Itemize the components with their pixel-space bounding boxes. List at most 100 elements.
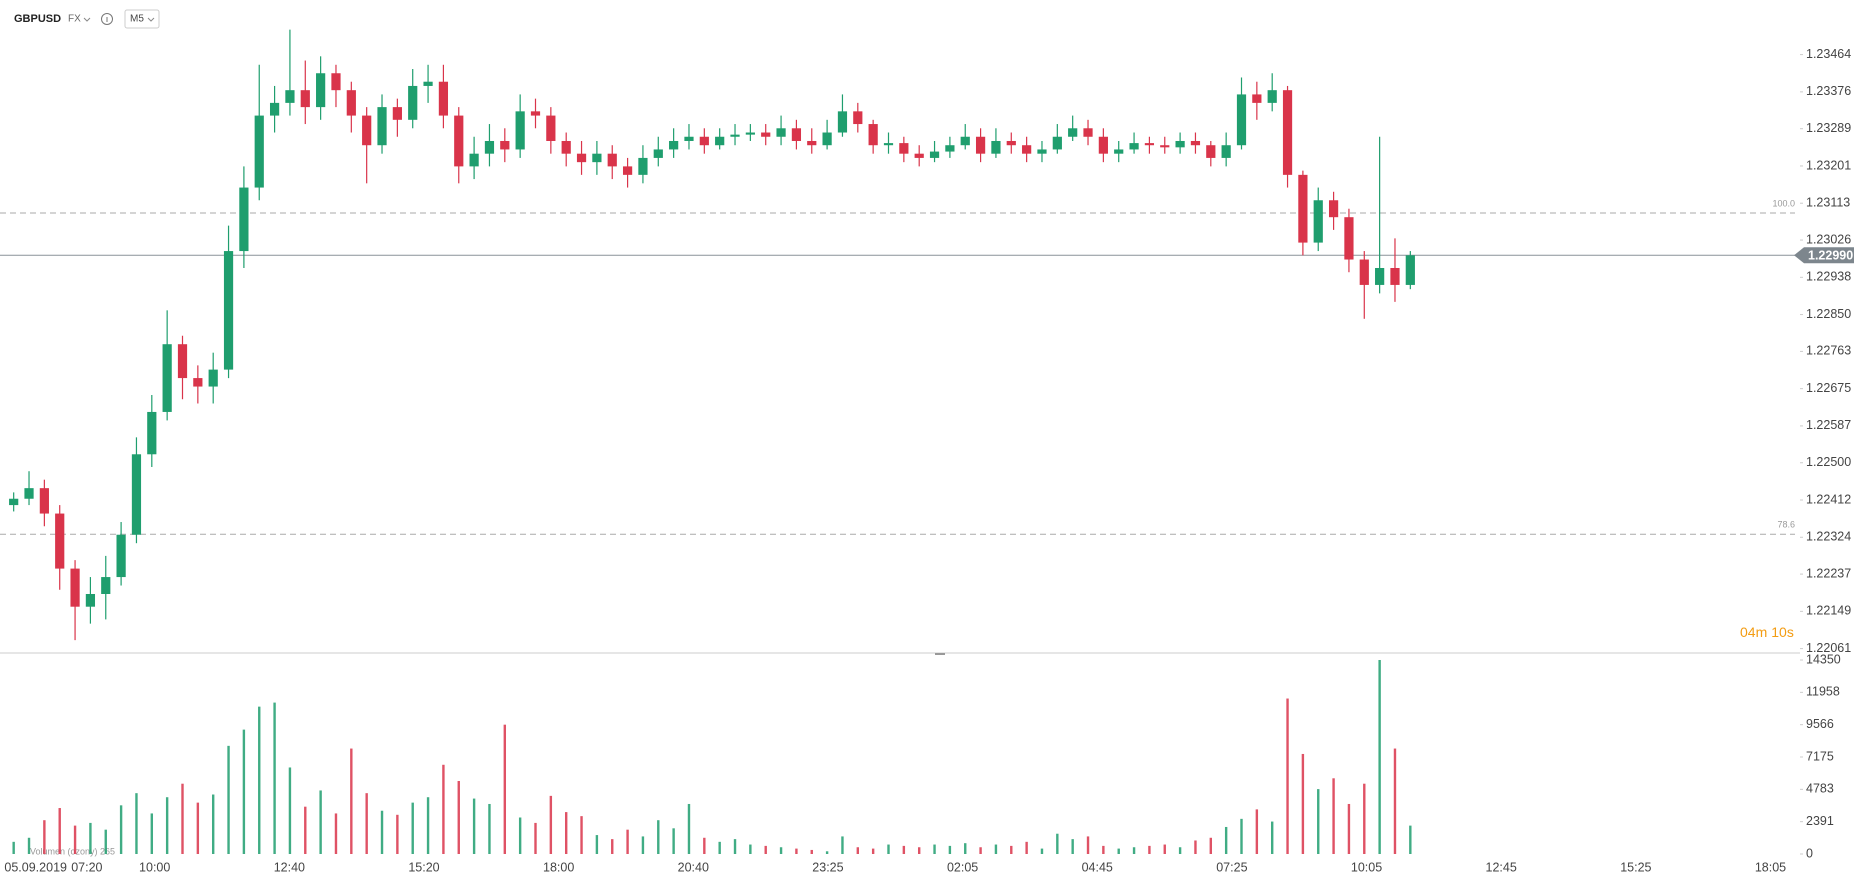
candle-body <box>684 136 694 141</box>
candle-body <box>454 115 464 167</box>
y-tick-label: 1.22237 <box>1806 566 1851 580</box>
volume-bar <box>964 843 967 854</box>
dropdown-caret <box>83 17 91 22</box>
market[interactable]: FX <box>68 14 81 25</box>
volume-bar <box>1209 837 1213 854</box>
volume-bar <box>503 724 507 854</box>
volume-bar <box>1194 840 1197 854</box>
candle-body <box>546 115 556 141</box>
volume-bar <box>549 795 553 854</box>
candle-body <box>1206 145 1216 158</box>
countdown-minutes: 04 <box>1740 624 1756 640</box>
x-tick-label: 23:25 <box>812 860 843 874</box>
candle-body <box>975 136 986 154</box>
y-tick-label: 1.23113 <box>1806 196 1850 210</box>
countdown-minutes-unit: m <box>1756 624 1768 640</box>
candle-body <box>101 577 111 594</box>
candle-body <box>945 145 955 152</box>
x-tick-label: 05.09.2019 <box>4 860 67 874</box>
volume-bar <box>58 808 61 854</box>
volume-bar <box>242 729 246 854</box>
y-tick-label: 1.22324 <box>1806 530 1851 544</box>
volume-indicator-label[interactable]: Volumen (ozony) 265 <box>30 846 115 856</box>
volume-bar <box>319 790 322 854</box>
timeframe-box[interactable] <box>124 9 160 29</box>
candle-body <box>223 251 234 370</box>
volume-bar <box>135 793 138 854</box>
volume-bar <box>733 839 737 854</box>
volume-bar <box>871 848 875 854</box>
candle-body <box>1022 145 1032 154</box>
volume-tick-label: 14350 <box>1806 652 1841 666</box>
candle-body <box>853 111 863 125</box>
volume-bar <box>380 810 384 854</box>
candle-body <box>9 498 19 506</box>
volume-bar <box>12 841 15 854</box>
y-tick-label: 1.22500 <box>1806 455 1851 469</box>
candle-body <box>1267 90 1277 103</box>
candle-body <box>1375 267 1385 285</box>
candle-body <box>991 140 1001 154</box>
candle-body <box>70 568 80 607</box>
volume-bar <box>1347 803 1351 854</box>
volume-bar <box>304 806 307 854</box>
x-tick-label: 10:05 <box>1351 860 1382 874</box>
candle-body <box>791 128 802 141</box>
x-tick-label: 10:00 <box>139 860 170 874</box>
volume-bar <box>979 847 982 854</box>
candle-body <box>300 90 310 108</box>
y-tick-label: 1.22412 <box>1806 492 1851 506</box>
volume-bar <box>457 780 460 854</box>
volume-bar <box>1409 825 1412 854</box>
volume-bar <box>73 825 77 854</box>
candle-body <box>1313 200 1323 243</box>
volume-bar <box>1224 826 1228 854</box>
volume-bar <box>856 847 860 854</box>
volume-bar <box>1025 841 1028 854</box>
volume-bar <box>641 836 645 854</box>
candle-body <box>929 151 940 158</box>
volume-bar <box>1163 844 1166 854</box>
volume-tick-label: 9566 <box>1806 717 1834 731</box>
volume-bar <box>795 848 798 854</box>
x-tick-label: 18:05 <box>1755 860 1786 874</box>
volume-bar <box>564 812 568 854</box>
x-tick-label: 15:25 <box>1620 860 1651 874</box>
volume-bar <box>887 844 890 854</box>
volume-bar <box>687 803 691 854</box>
candle-body <box>285 90 295 103</box>
candle-body <box>914 153 924 158</box>
y-tick-label: 1.22675 <box>1806 381 1851 395</box>
volume-bar <box>672 828 675 854</box>
volume-bar <box>779 847 783 854</box>
volume-bar <box>518 817 522 854</box>
volume-bar <box>994 844 998 854</box>
candle-body <box>423 81 433 86</box>
y-tick-label: 1.22850 <box>1806 307 1851 321</box>
volume-bar <box>703 837 706 854</box>
volume-bar <box>1240 818 1243 854</box>
candle-body <box>1359 259 1369 285</box>
volume-bar <box>150 813 154 854</box>
candle-body <box>1052 136 1062 150</box>
candle-body <box>1006 140 1016 146</box>
volume-bar <box>933 844 936 854</box>
volume-bar <box>1132 847 1136 854</box>
info-icon[interactable] <box>101 13 113 25</box>
candle-body <box>899 143 909 154</box>
volume-bar <box>334 813 338 854</box>
candle-body <box>484 140 495 154</box>
x-tick-label: 04:45 <box>1082 860 1113 874</box>
last-price-tag <box>1794 247 1854 264</box>
y-tick-label: 1.23464 <box>1806 47 1851 61</box>
symbol[interactable]: GBPUSD <box>14 13 61 25</box>
x-tick-label: 07:25 <box>1216 860 1247 874</box>
candle-body <box>254 115 264 188</box>
x-tick-label: 07:20 <box>71 860 102 874</box>
x-tick-label: 12:40 <box>274 860 305 874</box>
candle-body <box>776 128 786 137</box>
candle-body <box>1037 149 1047 154</box>
y-tick-label: 1.22938 <box>1806 270 1851 284</box>
